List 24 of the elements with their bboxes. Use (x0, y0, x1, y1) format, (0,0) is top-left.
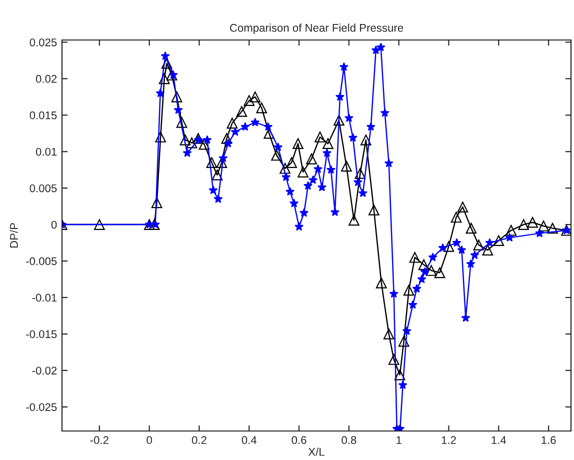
x-tick-label: 0 (146, 436, 152, 444)
x-tick-label: 1.2 (442, 436, 456, 444)
y-tick-label: 0 (51, 220, 57, 229)
x-tick-label: -0.2 (90, 436, 108, 444)
y-tick-label: -0.01 (32, 294, 57, 302)
y-tick-label: 0.02 (36, 74, 57, 83)
chart-title: Comparison of Near Field Pressure (230, 24, 404, 34)
y-tick-label: -0.005 (26, 257, 57, 266)
y-tick-label: 0.025 (30, 38, 57, 46)
y-tick-label: 0.005 (30, 184, 57, 192)
y-tick-label: 0.01 (36, 148, 57, 156)
x-tick-label: 1.4 (492, 436, 506, 444)
x-tick-label: 0.2 (192, 436, 206, 444)
y-tick-label: -0.015 (26, 330, 57, 338)
x-tick-label: 0.4 (242, 436, 257, 444)
y-axis-title: DP/P (10, 223, 18, 248)
y-tick-label: -0.02 (32, 366, 57, 375)
y-tick-label: -0.025 (26, 403, 57, 412)
x-tick-label: 1 (396, 436, 402, 444)
y-tick-label: 0.015 (30, 111, 57, 120)
x-axis-title: X/L (308, 448, 324, 456)
x-tick-label: 0.8 (342, 436, 356, 444)
x-tick-label: 0.6 (292, 436, 306, 444)
x-tick-label: 1.6 (542, 436, 556, 444)
